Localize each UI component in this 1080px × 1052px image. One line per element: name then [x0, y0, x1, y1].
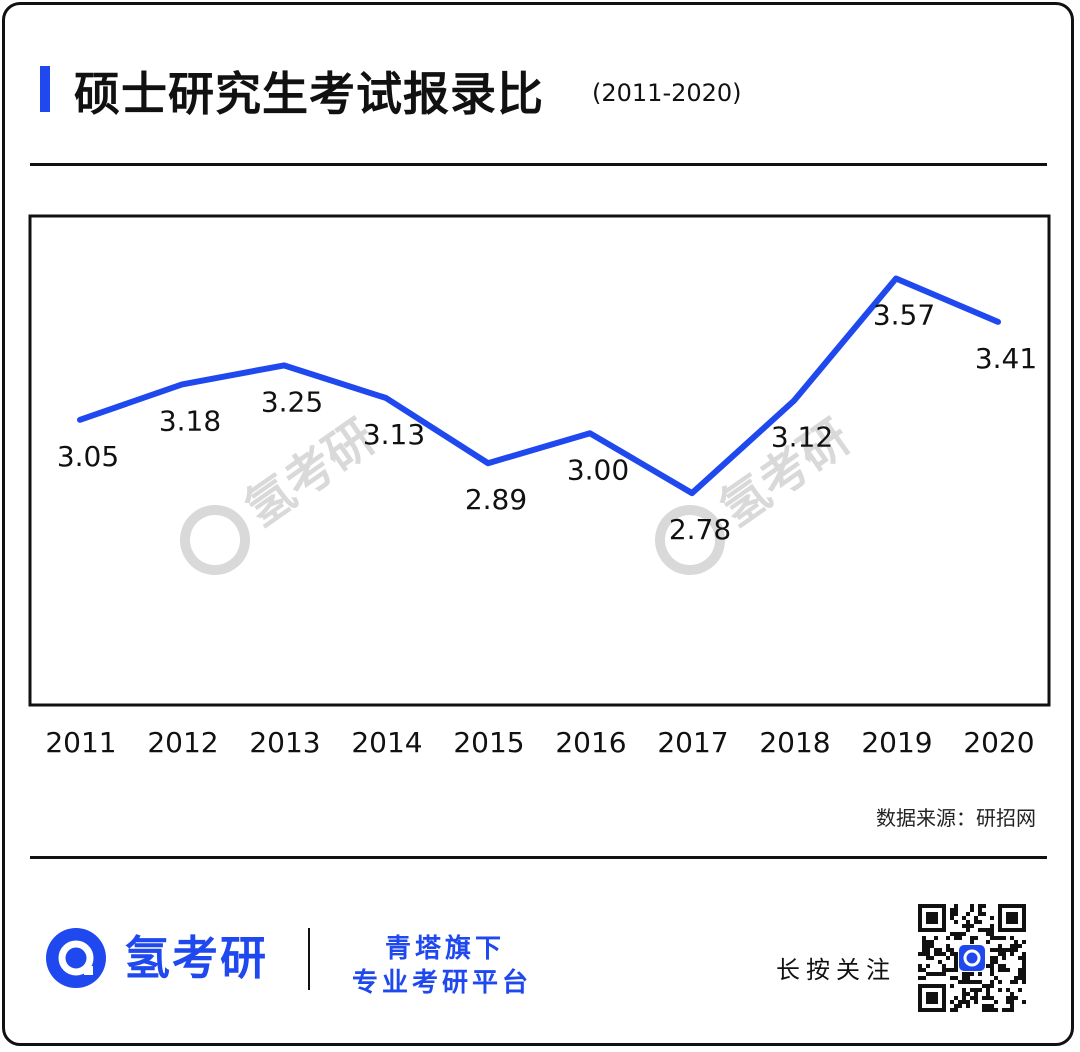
- x-tick-label-2019: 2019: [861, 726, 932, 759]
- footer-divider: [308, 928, 310, 990]
- bottom-divider: [30, 856, 1047, 859]
- value-label-group: 3.05 3.18 3.25 3.13 2.89 3.00 2.78 3.12 3.57 3.41: [57, 298, 1037, 546]
- x-tick-label-2020: 2020: [963, 726, 1034, 759]
- top-divider: [30, 163, 1047, 166]
- qr-code-icon[interactable]: [918, 904, 1026, 1012]
- brand-logo-icon: [46, 928, 106, 988]
- follow-prompt: 长按关注: [776, 956, 896, 984]
- x-tick-label-2017: 2017: [657, 726, 728, 759]
- data-label-2017: 2.78: [669, 513, 731, 546]
- x-tick-label-2012: 2012: [147, 726, 218, 759]
- data-label-2015: 2.89: [465, 483, 527, 516]
- tagline-line-1: 青塔旗下: [385, 934, 506, 964]
- plot-area: [28, 214, 1051, 707]
- data-label-2012: 3.18: [159, 404, 221, 437]
- data-label-2018: 3.12: [771, 421, 833, 454]
- x-tick-label-2013: 2013: [249, 726, 320, 759]
- data-label-2019: 3.57: [873, 298, 935, 331]
- data-label-2011: 3.05: [57, 440, 119, 473]
- data-label-2020: 3.41: [975, 342, 1037, 375]
- data-label-2013: 3.25: [261, 385, 323, 418]
- series-line: [77, 275, 1001, 497]
- x-tick-label-2011: 2011: [45, 726, 116, 759]
- brand-name: 氢考研: [124, 931, 268, 985]
- title-accent-bar: [40, 66, 50, 112]
- chart-title: 硕士研究生考试报录比: [74, 67, 544, 121]
- x-tick-label-2014: 2014: [351, 726, 422, 759]
- data-label-2016: 3.00: [567, 453, 629, 486]
- tagline-line-2: 专业考研平台: [352, 968, 533, 998]
- chart-subtitle: (2011-2020): [592, 79, 742, 107]
- data-label-2014: 3.13: [363, 418, 425, 451]
- line-chart: 氢考研 氢考研 3.053.183.253.132.893.002.783.123…: [28, 214, 1051, 759]
- x-tick-label-2015: 2015: [453, 726, 524, 759]
- x-tick-label-2018: 2018: [759, 726, 830, 759]
- x-tick-label-2016: 2016: [555, 726, 626, 759]
- x-tick-group: 2011 2012 2013 2014 2015 2016 2017 2018 2019 2020: [45, 726, 1034, 759]
- data-source: 数据来源：研招网: [876, 806, 1036, 830]
